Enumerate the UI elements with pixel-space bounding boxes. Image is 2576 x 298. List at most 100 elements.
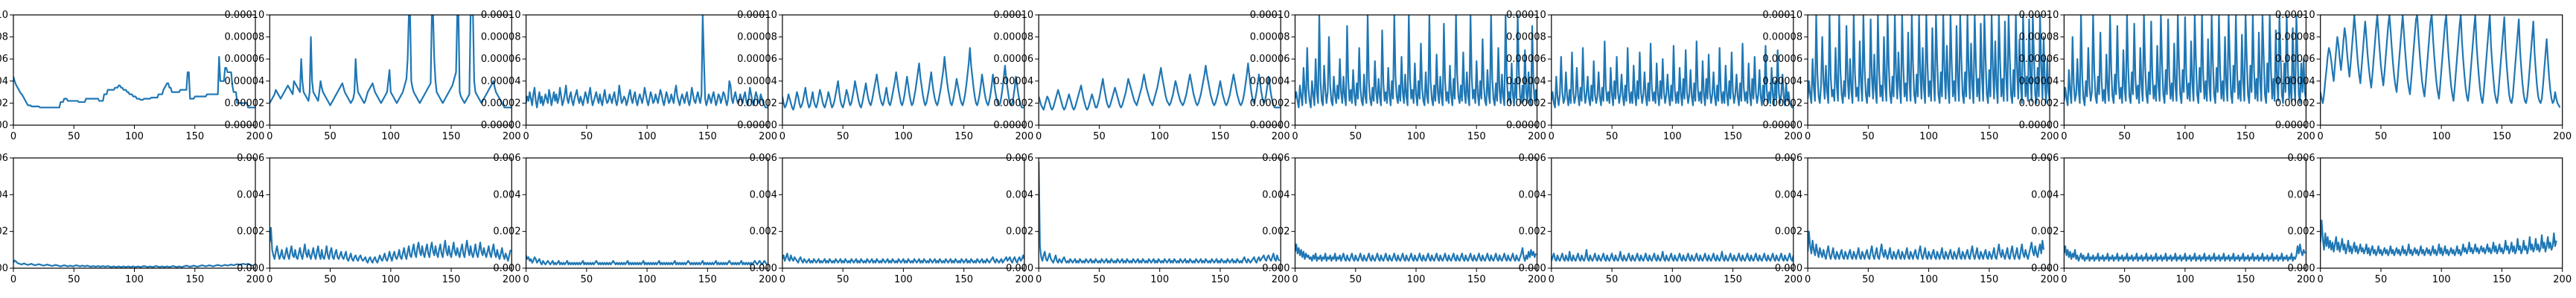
y-tick-label: 0.00010: [737, 10, 777, 21]
x-tick-label: 0: [2061, 274, 2067, 285]
axes-frame: [782, 157, 1025, 269]
y-tick-label: 0.00006: [0, 54, 8, 65]
x-tick-label: 100: [1919, 274, 1938, 285]
x-tick-label: 50: [581, 131, 593, 142]
y-tick-label: 0.00000: [2275, 120, 2315, 131]
y-tick-label: 0.00008: [225, 32, 265, 43]
y-tick-label: 0.002: [750, 226, 777, 238]
y-tick-label: 0.00006: [225, 54, 265, 65]
y-tick-label: 0.00008: [993, 32, 1033, 43]
axes-frame: [525, 14, 769, 126]
x-tick-label: 150: [2237, 131, 2255, 142]
x-tick-label: 200: [1272, 131, 1290, 142]
y-tick-label: 0.004: [2031, 189, 2059, 200]
series-line: [1295, 15, 1537, 109]
y-tick-label: 0.00010: [1762, 10, 1802, 21]
y-tick-label: 0.00006: [1762, 54, 1802, 65]
x-tick-label: 100: [2175, 274, 2194, 285]
x-tick-label: 150: [698, 274, 717, 285]
x-tick-label: 200: [759, 131, 777, 142]
x-tick-label: 0: [1292, 131, 1298, 142]
y-tick-label: 0.00002: [2275, 98, 2315, 109]
y-tick-label: 0.004: [1262, 189, 1289, 200]
x-tick-label: 150: [185, 274, 204, 285]
axes-frame: [1551, 157, 1794, 269]
x-tick-label: 50: [1093, 274, 1106, 285]
series-line: [13, 56, 255, 109]
series-line: [1808, 230, 2045, 260]
x-tick-label: 50: [2375, 274, 2388, 285]
y-tick-label: 0.00010: [1506, 10, 1546, 21]
y-tick-label: 0.00000: [993, 120, 1033, 131]
x-tick-label: 150: [1980, 274, 1998, 285]
subplot-r0-c0: 0501001502000.000000.000020.000040.00006…: [0, 10, 264, 142]
x-tick-label: 200: [246, 131, 265, 142]
y-tick-label: 0.006: [1519, 153, 1546, 164]
x-tick-label: 50: [2375, 131, 2388, 142]
y-tick-label: 0.00000: [737, 120, 777, 131]
y-tick-label: 0.00006: [1506, 54, 1546, 65]
y-tick-label: 0.00008: [0, 32, 8, 43]
x-tick-label: 0: [780, 131, 785, 142]
y-tick-label: 0.000: [1262, 263, 1289, 274]
x-tick-label: 200: [2041, 131, 2059, 142]
x-tick-label: 0: [1036, 274, 1042, 285]
y-tick-label: 0.00000: [481, 120, 521, 131]
x-tick-label: 0: [10, 131, 16, 142]
x-tick-label: 50: [1349, 131, 1362, 142]
subplot-r0-c1: 0 50 100 150 2000.000000.000020.000040.00006…: [225, 10, 521, 142]
x-tick-label: 0: [780, 274, 785, 285]
y-tick-label: 0.00002: [0, 98, 8, 109]
y-tick-label: 0.006: [750, 153, 777, 164]
y-tick-label: 0.00004: [481, 76, 521, 87]
x-tick-label: 50: [837, 131, 849, 142]
x-tick-label: 50: [1862, 131, 1875, 142]
x-tick-label: 50: [68, 274, 80, 285]
subplot-r0-c4: 0 50 100 150 2000.000000.000020.000040.00006…: [993, 10, 1289, 142]
x-tick-label: 150: [954, 274, 973, 285]
x-tick-label: 0: [267, 274, 272, 285]
x-tick-label: 200: [1015, 274, 1033, 285]
axes-frame: [13, 157, 256, 269]
y-tick-label: 0.00008: [481, 32, 521, 43]
x-tick-label: 0: [1549, 131, 1555, 142]
x-tick-label: 0: [1036, 131, 1042, 142]
x-tick-label: 150: [1467, 131, 1486, 142]
series-line: [1551, 40, 1794, 109]
series-line: [270, 15, 512, 109]
x-tick-label: 100: [1150, 274, 1169, 285]
series-line: [782, 253, 1024, 264]
x-tick-label: 200: [246, 274, 265, 285]
y-tick-label: 0.006: [0, 153, 8, 164]
y-tick-label: 0.004: [1775, 189, 1802, 200]
y-tick-label: 0.00002: [225, 98, 265, 109]
series-line: [1039, 63, 1281, 111]
y-tick-label: 0.002: [2287, 226, 2315, 238]
y-tick-label: 0.00002: [1762, 98, 1802, 109]
x-tick-label: 150: [185, 131, 204, 142]
y-tick-label: 0.006: [1262, 153, 1289, 164]
y-tick-label: 0.002: [493, 226, 520, 238]
y-tick-label: 0.00004: [993, 76, 1033, 87]
y-tick-label: 0.00004: [737, 76, 777, 87]
y-tick-label: 0.004: [0, 189, 8, 200]
x-tick-label: 50: [68, 131, 80, 142]
x-tick-label: 100: [2432, 274, 2451, 285]
subplot-r0-c5: 0 50 100 150 2000.000000.000020.000040.00006…: [1250, 10, 1546, 142]
y-tick-label: 0.00000: [2019, 120, 2059, 131]
x-tick-label: 100: [125, 274, 144, 285]
y-tick-label: 0.00002: [1506, 98, 1546, 109]
x-tick-label: 50: [324, 131, 337, 142]
y-tick-label: 0.004: [237, 189, 264, 200]
x-tick-label: 0: [2318, 274, 2324, 285]
x-tick-label: 150: [1980, 131, 1998, 142]
series-line: [2064, 243, 2306, 262]
y-tick-label: 0.000: [237, 263, 264, 274]
x-tick-label: 50: [1862, 274, 1875, 285]
y-tick-label: 0.00008: [737, 32, 777, 43]
